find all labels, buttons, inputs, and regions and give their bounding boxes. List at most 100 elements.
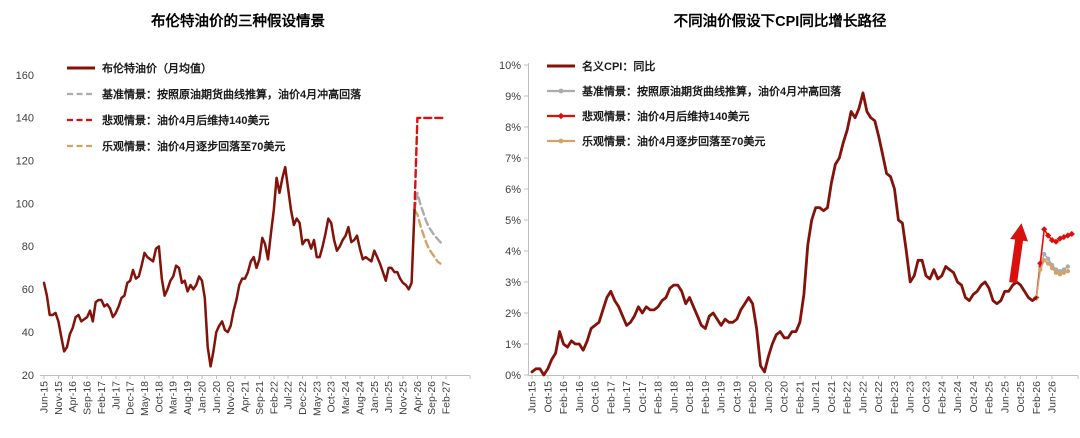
left-chart-legend: 布伦特油价（月均值） 基准情景：按照原油期货曲线推算，油价4月冲高回落悲观情景：油… [66,55,361,159]
legend-swatch [547,88,575,93]
right-cpi-chart: Jun-15 Oct-15 Feb-16 Jun-16 Oct-16 Feb-17 Jun-… [499,60,1079,414]
right-chart-legend: 名义CPI：同比基准情景：按照原油期货曲线推算，油价4月冲高回落悲观情景：油价4… [546,53,841,153]
x-tick-label: Feb-27 [441,381,453,414]
legend-item: 基准情景：按照原油期货曲线推算，油价4月冲高回落 [546,78,841,103]
x-tick-label: Mar-24 [340,381,352,414]
x-axis-labels: Jun-15 Oct-15 Feb-16 Jun-16 Oct-16 Feb-17 Jun-… [527,375,1079,414]
data-point-marker [1065,268,1071,274]
y-tick-label: 120 [16,156,34,168]
series-base-case [413,191,445,246]
x-tick-label: Feb-22 [268,381,280,414]
x-tick-label: Jun-21 [810,381,822,413]
legend-swatch [67,118,95,122]
x-tick-label: Oct-19 [731,381,743,413]
series-line [413,116,448,212]
legend-swatch [547,64,575,67]
x-tick-label: Jun-25 [383,381,395,413]
legend-item: 基准情景：按照原油期货曲线推算，油价4月冲高回落 [66,81,361,107]
x-tick-label: Jun-26 [1047,381,1059,413]
y-axis-labels: 0% 1% 2% 3% 4% 5% 6% 7% 8% 9% 10% [499,60,529,382]
y-tick-label: 20 [22,370,34,382]
x-tick-label: May-23 [311,381,323,416]
y-tick-label: 7% [505,153,521,165]
x-tick-label: Jun-20 [211,381,223,413]
series-pessimistic [413,116,448,212]
x-tick-label: Jun-18 [668,381,680,413]
data-point-marker [1041,226,1048,233]
x-tick-label: Jun-25 [999,381,1011,413]
x-tick-label: Sep-26 [426,381,438,415]
y-tick-label: 60 [22,284,34,296]
y-tick-label: 80 [22,241,34,253]
legend-swatch [67,92,95,96]
x-tick-label: Oct-23 [326,381,338,413]
x-tick-label: Oct-21 [826,381,838,413]
y-tick-label: 5% [505,215,521,227]
series-optimistic [413,208,442,265]
legend-item: 布伦特油价（月均值） [66,55,361,81]
x-tick-label: Jan-25 [369,381,381,413]
x-tick-label: Oct-24 [968,381,980,413]
x-tick-label: Oct-16 [590,381,602,413]
x-axis-labels: Jun-15 Nov-15 Apr-16 Sep-16 Feb-17 Jul-17 Dec-… [39,375,471,416]
x-tick-label: Feb-19 [700,381,712,414]
x-tick-label: Aug-19 [182,381,194,415]
data-point-marker [1065,264,1071,269]
x-tick-label: Jun-15 [527,381,539,413]
data-point-marker [1068,230,1075,238]
data-point-marker [1038,267,1043,272]
x-tick-label: Jun-23 [905,381,917,413]
left-oil-chart: Jun-15 Nov-15 Apr-16 Sep-16 Feb-17 Jul-17 Dec-… [16,70,471,416]
y-tick-label: 3% [505,277,521,289]
y-tick-label: 4% [505,246,521,258]
x-tick-label: Feb-26 [1031,381,1043,414]
x-tick-label: Feb-24 [936,381,948,414]
x-tick-label: Feb-21 [794,381,806,414]
series-line [530,91,1038,377]
x-tick-label: Jun-24 [952,381,964,413]
x-tick-label: Oct-15 [542,381,554,413]
legend-item: 乐观情景：油价4月逐步回落至70美元 [546,128,841,153]
x-tick-label: Oct-18 [684,381,696,413]
legend-swatch [547,112,575,119]
x-tick-label: Jun-19 [716,381,728,413]
series-actual [42,165,416,368]
legend-label: 悲观情景：油价4月后维持140美元 [582,110,750,123]
data-point-marker [1061,270,1067,275]
data-point-marker [1061,267,1067,272]
series-actual [530,91,1038,377]
legend-label: 布伦特油价（月均值） [102,63,212,75]
x-tick-label: Feb-25 [984,381,996,414]
x-tick-label: Jun-16 [574,381,586,413]
x-tick-label: Oct-20 [779,381,791,413]
x-tick-label: Feb-20 [747,381,759,414]
y-tick-label: 8% [505,122,521,134]
x-tick-label: Oct-23 [921,381,933,413]
x-tick-label: May-18 [139,381,151,416]
x-tick-label: Jul-22 [283,381,295,410]
legend-label: 名义CPI：同比 [582,60,656,73]
x-tick-label: Jul-17 [110,381,122,410]
y-tick-label: 2% [505,308,521,320]
x-tick-label: Feb-17 [605,381,617,414]
legend-label: 悲观情景：油价4月后维持140美元 [102,115,270,127]
x-tick-label: Jun-20 [763,381,775,413]
x-tick-label: Apr-21 [240,381,252,413]
y-tick-label: 1% [505,339,521,351]
x-tick-label: Jun-22 [857,381,869,413]
legend-item: 名义CPI：同比 [546,53,841,78]
data-point-marker [1053,270,1059,275]
legend-swatch [547,138,575,143]
x-tick-label: Jan-20 [196,381,208,413]
right-chart-title: 不同油价假设下CPI同比增长路径 [673,14,887,30]
data-point-marker [1057,272,1063,277]
x-tick-label: Feb-16 [558,381,570,414]
x-tick-label: Dec-22 [297,381,309,415]
data-point-marker [1045,261,1051,266]
legend-label: 乐观情景：油价4月逐步回落至70美元 [582,135,766,148]
y-tick-label: 9% [505,91,521,103]
data-point-marker [1045,232,1052,239]
y-axis-labels: 20 40 60 80 100 120 140 160 [16,70,34,382]
